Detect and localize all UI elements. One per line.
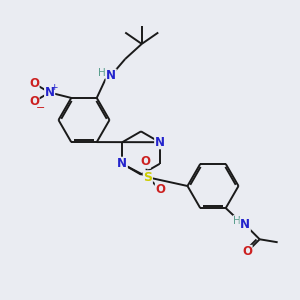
Text: −: − xyxy=(36,103,46,113)
Text: O: O xyxy=(29,95,39,108)
Text: H: H xyxy=(98,68,106,78)
Text: N: N xyxy=(155,136,165,149)
Text: O: O xyxy=(29,77,39,90)
Text: O: O xyxy=(140,155,150,168)
Text: N: N xyxy=(117,157,127,170)
Text: N: N xyxy=(240,218,250,231)
Text: O: O xyxy=(155,183,165,196)
Text: O: O xyxy=(242,245,252,258)
Text: N: N xyxy=(106,69,116,82)
Text: +: + xyxy=(50,82,58,91)
Text: H: H xyxy=(233,216,241,226)
Text: S: S xyxy=(143,171,152,184)
Text: N: N xyxy=(45,86,55,99)
